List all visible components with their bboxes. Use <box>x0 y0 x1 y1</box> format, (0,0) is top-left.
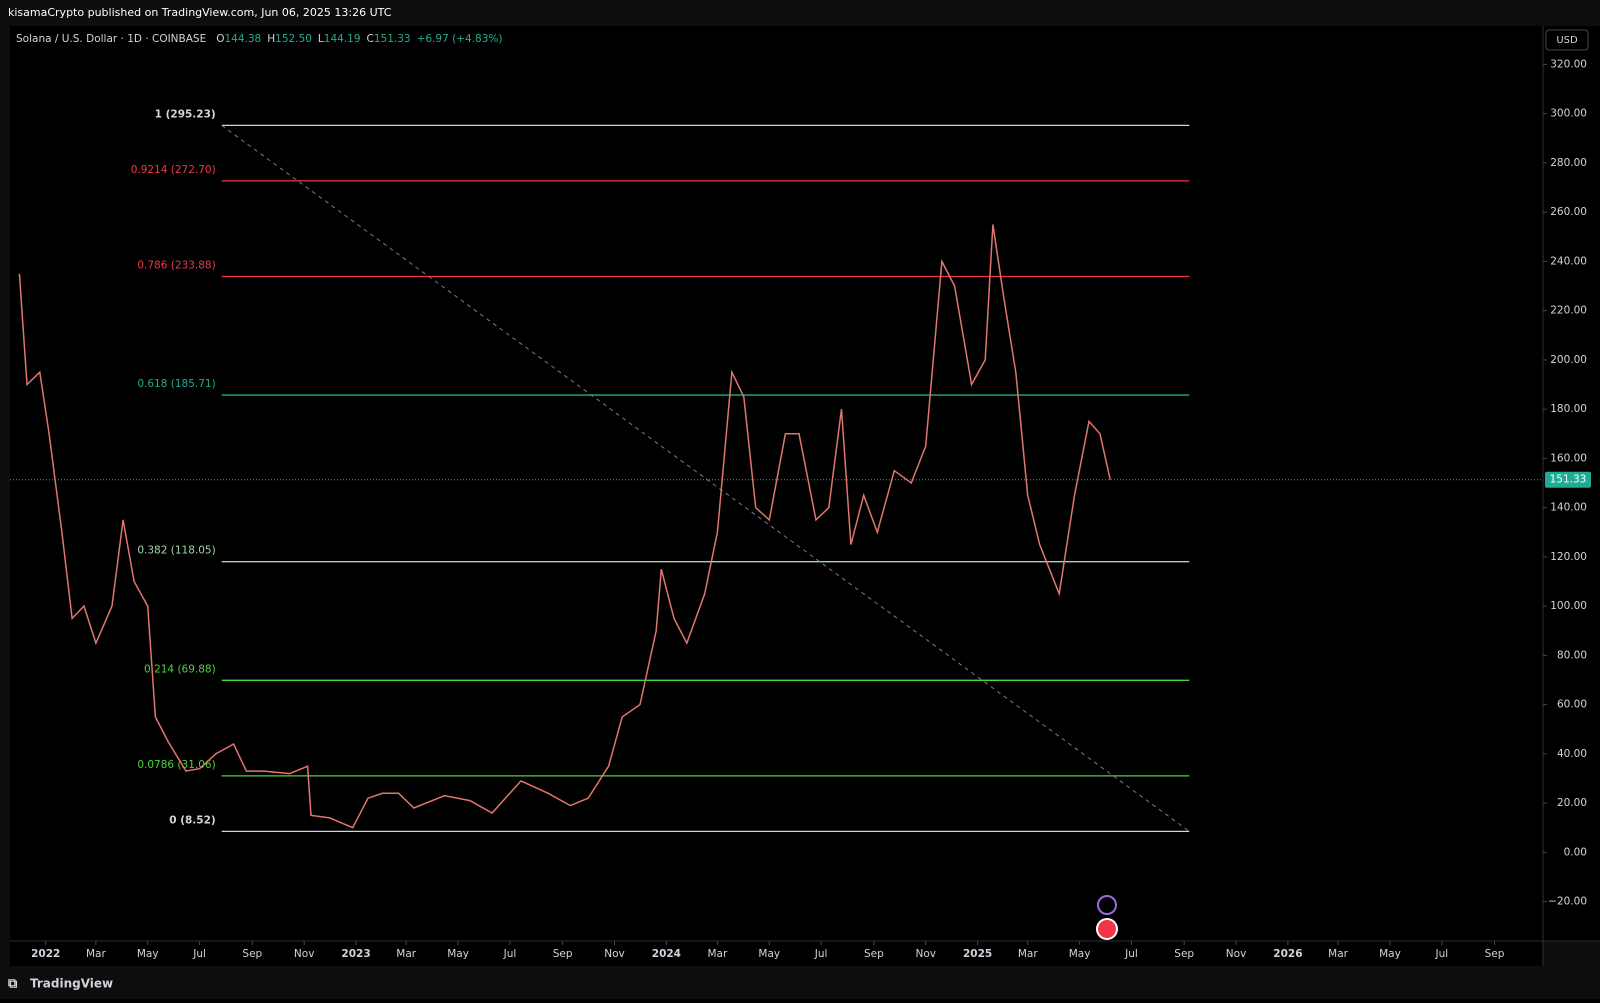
ohlc-value: 152.50 <box>275 33 312 45</box>
x-tick-label: 2023 <box>341 948 370 960</box>
last-price-label: 151.33 <box>1550 474 1587 486</box>
x-tick-label: May <box>758 948 780 960</box>
x-tick-label: Jul <box>503 948 517 960</box>
x-tick-label: Mar <box>1328 948 1348 960</box>
ohlc-label: O <box>216 33 224 45</box>
x-tick-label: Mar <box>708 948 728 960</box>
x-tick-label: May <box>447 948 469 960</box>
x-tick-label: Jul <box>814 948 828 960</box>
y-tick-label: 320.00 <box>1550 58 1587 70</box>
y-tick-label: 180.00 <box>1550 403 1587 415</box>
y-tick-label: 260.00 <box>1550 206 1587 218</box>
x-tick-label: Sep <box>1174 948 1194 960</box>
symbol: Solana / U.S. Dollar · 1D · COINBASE <box>16 33 206 45</box>
currency-button[interactable] <box>1545 29 1589 51</box>
time-axis <box>10 941 1543 966</box>
x-tick-label: 2024 <box>652 948 681 960</box>
fib-label: 0.382 (118.05) <box>137 545 215 557</box>
y-tick-label: 80.00 <box>1557 649 1587 661</box>
y-tick-label: 0.00 <box>1564 846 1587 858</box>
fib-label: 0.618 (185.71) <box>137 378 215 390</box>
last-price-badge <box>1545 471 1591 488</box>
y-tick-label: 140.00 <box>1550 502 1587 514</box>
x-tick-label: Sep <box>242 948 262 960</box>
fib-label: 0.214 (69.88) <box>144 663 216 675</box>
x-tick-label: Jul <box>192 948 206 960</box>
ohlc-value: 144.19 <box>324 33 361 45</box>
event-icons <box>1096 895 1118 940</box>
x-tick-label: Jul <box>1124 948 1138 960</box>
x-tick-label: Jul <box>1434 948 1448 960</box>
x-tick-label: May <box>1379 948 1401 960</box>
event-icon[interactable] <box>1097 895 1117 915</box>
x-tick-label: Sep <box>553 948 573 960</box>
y-tick-label: 60.00 <box>1557 699 1587 711</box>
y-tick-label: 220.00 <box>1550 305 1587 317</box>
fib-label: 0.786 (233.88) <box>137 259 215 271</box>
ohlc-label: C <box>367 33 374 45</box>
symbol-info: Solana / U.S. Dollar · 1D · COINBASE O144… <box>16 33 502 45</box>
y-tick-label: 20.00 <box>1557 797 1587 809</box>
x-tick-label: May <box>1069 948 1091 960</box>
x-tick-label: Nov <box>294 948 315 960</box>
x-tick-label: Mar <box>1018 948 1038 960</box>
y-tick-label: 40.00 <box>1557 748 1587 760</box>
published-text: kisamaCrypto published on TradingView.co… <box>8 6 392 19</box>
x-tick-label: 2025 <box>963 948 992 960</box>
ohlc-value: 144.38 <box>225 33 262 45</box>
fib-label: 0 (8.52) <box>169 814 215 826</box>
x-tick-label: 2026 <box>1273 948 1302 960</box>
currency-label: USD <box>1556 35 1578 46</box>
x-tick-label: Nov <box>1226 948 1247 960</box>
x-tick-label: Nov <box>915 948 936 960</box>
brand: TradingView <box>30 977 113 991</box>
brand-logo: ⧉ <box>8 977 18 992</box>
x-tick-label: Sep <box>1485 948 1505 960</box>
event-icon[interactable] <box>1096 918 1118 940</box>
x-tick-label: Mar <box>86 948 106 960</box>
x-tick-label: Sep <box>864 948 884 960</box>
y-tick-label: 100.00 <box>1550 600 1587 612</box>
y-tick-label: 120.00 <box>1550 551 1587 563</box>
y-tick-label: 300.00 <box>1550 108 1587 120</box>
y-tick-label: 240.00 <box>1550 255 1587 267</box>
fib-label: 0.9214 (272.70) <box>131 164 216 176</box>
ohlc-value: 151.33 <box>374 33 411 45</box>
x-tick-label: 2022 <box>31 948 60 960</box>
y-tick-label: 160.00 <box>1550 452 1587 464</box>
fib-label: 0.0786 (31.06) <box>137 759 215 771</box>
x-tick-label: Nov <box>604 948 625 960</box>
ohlc-label: L <box>318 33 324 45</box>
y-tick-label: −20.00 <box>1548 896 1587 908</box>
y-tick-label: 280.00 <box>1550 157 1587 169</box>
change: +6.97 (+4.83%) <box>417 33 503 45</box>
y-tick-label: 200.00 <box>1550 354 1587 366</box>
price-line <box>18 224 1111 829</box>
ohlc-label: H <box>267 33 275 45</box>
x-tick-label: Mar <box>396 948 416 960</box>
fib-label: 1 (295.23) <box>155 108 216 120</box>
x-tick-label: May <box>137 948 159 960</box>
